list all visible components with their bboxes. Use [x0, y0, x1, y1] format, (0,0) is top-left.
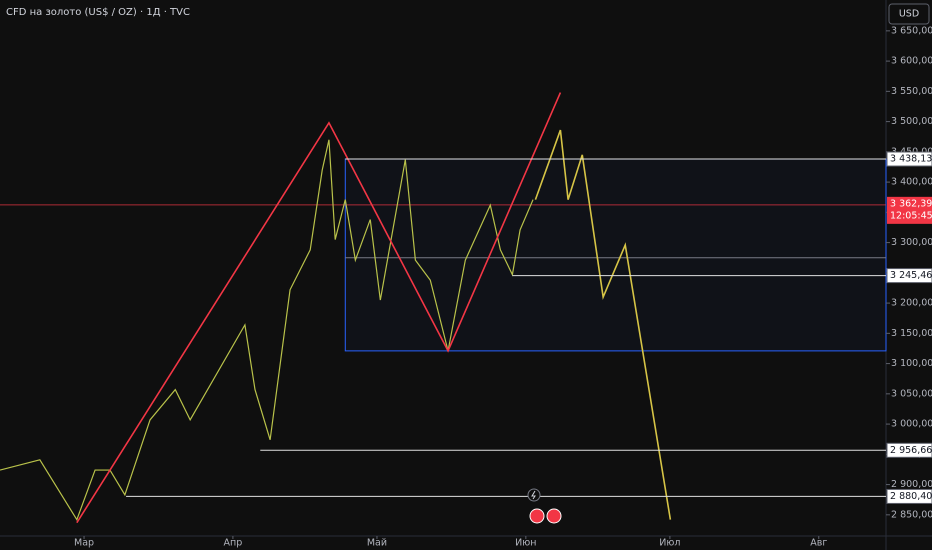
plot — [0, 92, 887, 524]
level-label: 2 956,660 — [890, 445, 932, 456]
y-tick-label: 2 900,000 — [891, 479, 932, 490]
y-tick-label: 3 550,000 — [891, 86, 932, 97]
level-label-box — [886, 151, 932, 167]
x-tick-label: Июн — [515, 538, 536, 549]
y-tick-label: 3 200,000 — [891, 298, 932, 309]
countdown: 12:05:45 — [890, 210, 932, 221]
y-tick-label: 3 400,000 — [891, 177, 932, 188]
level-label: 2 880,400 — [890, 491, 932, 502]
y-tick-label: 3 300,000 — [891, 237, 932, 248]
currency-button[interactable] — [888, 3, 930, 25]
x-tick-label: Июл — [659, 538, 680, 549]
level-label-box — [886, 488, 932, 504]
y-tick-label: 3 500,000 — [891, 116, 932, 127]
y-tick-label: 3 000,000 — [891, 419, 932, 430]
y-tick-label: 3 650,000 — [891, 25, 932, 36]
y-tick-label: 2 850,000 — [891, 509, 932, 520]
x-tick-label: Май — [367, 538, 387, 549]
x-tick-label: Апр — [224, 538, 243, 549]
event-icon[interactable] — [529, 508, 545, 524]
lightning — [531, 490, 536, 500]
y-tick-label: 3 600,000 — [891, 56, 932, 67]
series-line — [534, 129, 672, 520]
range-box — [344, 158, 887, 352]
y-tick-label: 3 150,000 — [891, 328, 932, 339]
event-icon[interactable] — [527, 488, 541, 502]
series-line — [76, 92, 562, 524]
current-price-label: 3 362,390 — [890, 198, 932, 209]
chart-title: CFD на золото (US$ / OZ) · 1Д · TVC — [6, 7, 190, 18]
level-label: 3 438,133 — [890, 154, 932, 165]
y-tick-label: 3 100,000 — [891, 358, 932, 369]
level-label-box — [886, 268, 932, 284]
series-line — [0, 139, 534, 522]
level-label: 3 245,460 — [890, 270, 932, 281]
currency[interactable]: USD — [899, 9, 919, 20]
y-tick-label: 3 050,000 — [891, 388, 932, 399]
level-label-box — [886, 442, 932, 458]
event-icon[interactable] — [546, 508, 562, 524]
x-tick-label: Авг — [810, 538, 827, 549]
event-icons — [527, 488, 562, 524]
current-price-box — [887, 196, 932, 224]
x-tick-label: Мар — [74, 538, 94, 549]
